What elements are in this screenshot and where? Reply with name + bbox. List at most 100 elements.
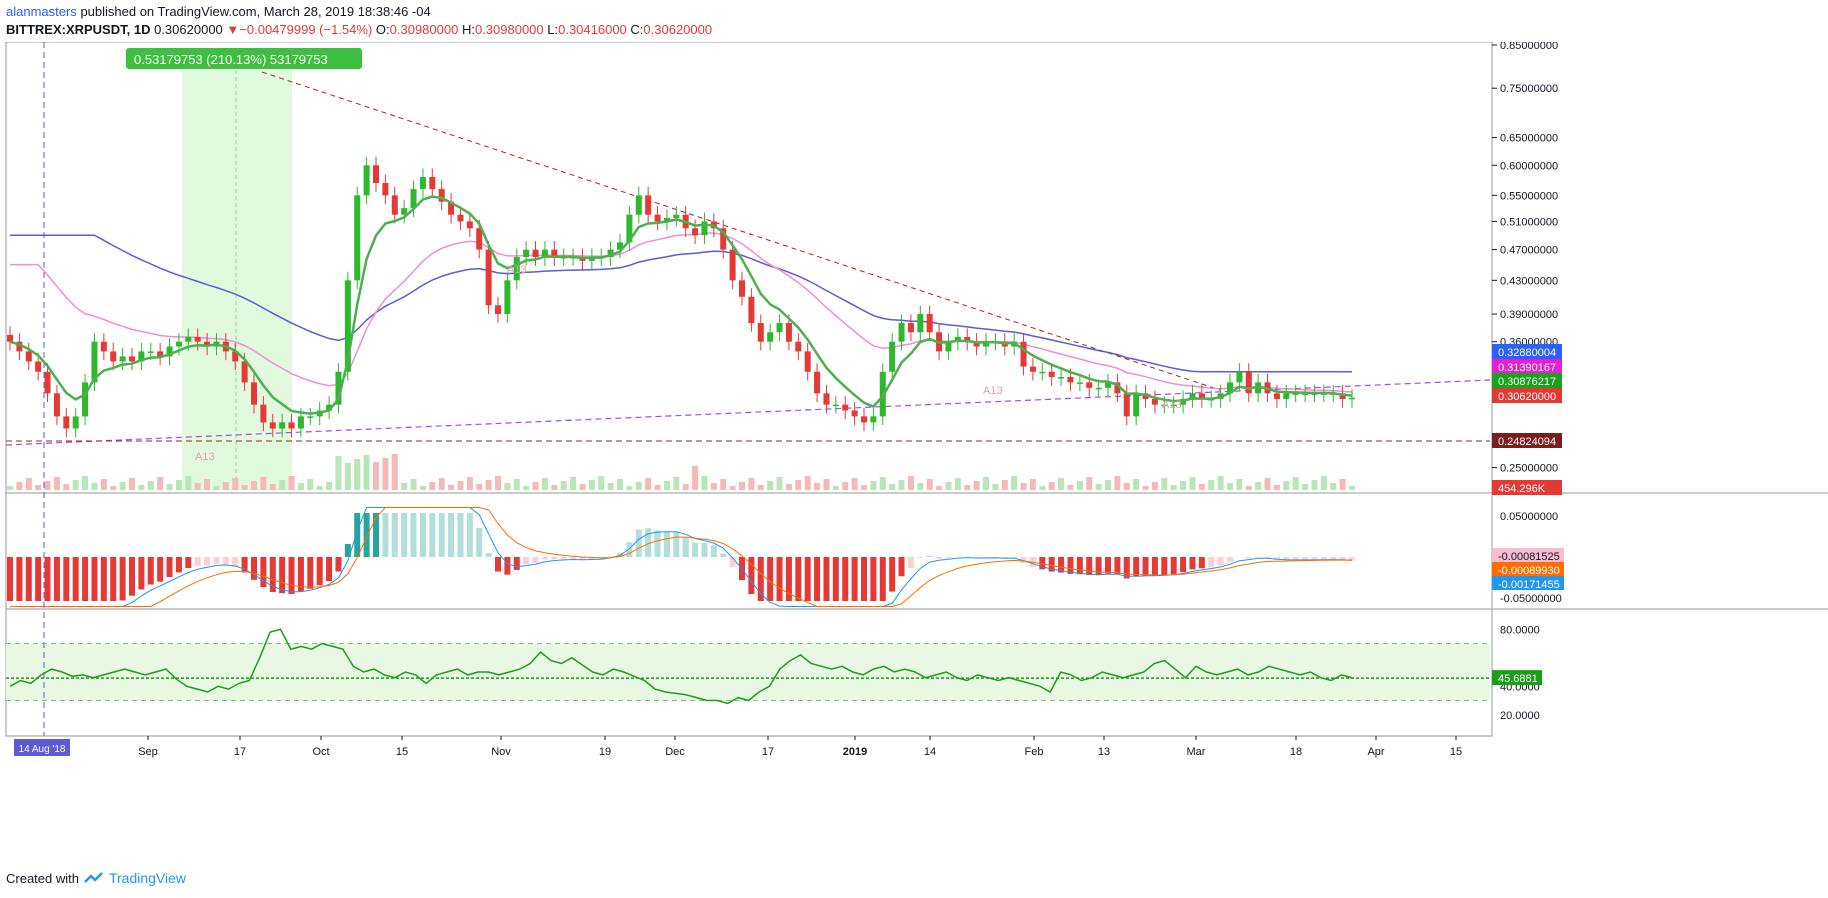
macd-badge: -0.00089930 (1492, 562, 1564, 577)
price-badge-bg (1492, 388, 1562, 403)
macd-bar (1039, 557, 1046, 570)
candle-body (1227, 382, 1233, 394)
candle-body (72, 416, 79, 429)
price-badge-bg (1492, 480, 1562, 495)
volume-bar (354, 459, 361, 490)
volume-bar (1029, 479, 1036, 490)
price-badge: 0.30876217 (1492, 373, 1562, 388)
volume-bar (504, 483, 511, 490)
macd-axis-label: 0.05000000 (1500, 511, 1558, 523)
macd-bar (729, 557, 736, 568)
volume-bar (429, 482, 436, 490)
x-axis-label: Feb (1025, 746, 1044, 758)
volume-bar (710, 483, 717, 490)
candle-body (1067, 377, 1074, 383)
volume-bar (692, 466, 699, 490)
volume-bar (776, 477, 783, 490)
volume-bar (1123, 483, 1130, 490)
macd-bar (25, 557, 32, 601)
volume-bar (1170, 485, 1177, 490)
macd-bar (260, 557, 267, 588)
macd-bar (438, 513, 445, 557)
volume-bar (100, 479, 107, 490)
macd-bar (1020, 557, 1027, 563)
volume-bars (7, 454, 1355, 490)
volume-bar (1283, 481, 1290, 490)
macd-bar (898, 557, 905, 577)
candle-body (748, 296, 755, 324)
candle-body (166, 346, 173, 357)
volume-bar (419, 486, 426, 490)
price-axis-label: 0.75000000 (1500, 83, 1558, 95)
volume-bar (213, 486, 220, 490)
macd-bar (175, 557, 182, 573)
macd-bar (1217, 557, 1224, 566)
ema-mid-line (10, 232, 1353, 393)
price-axis-label: 0.65000000 (1500, 133, 1558, 145)
x-axis-label: 2019 (843, 746, 867, 758)
macd-bar (1330, 557, 1337, 560)
volume-bar (35, 485, 42, 490)
candle-body (1302, 393, 1309, 395)
x-axis-label: Oct (312, 746, 329, 758)
rsi-line (9, 628, 1353, 705)
candle-body (457, 214, 464, 222)
candle-body (297, 416, 304, 429)
candle-body (1039, 371, 1046, 374)
candle-body (185, 336, 192, 342)
author-link[interactable]: alanmasters (6, 4, 77, 19)
candle-body (1123, 393, 1130, 417)
volume-bar (1095, 484, 1102, 490)
chart-canvas[interactable]: 0.53179753 (210.13%) 53179753 A13 A13 A13 A1… (0, 42, 1828, 868)
x-axis-label: 15 (1450, 746, 1462, 758)
candle-body (973, 341, 980, 347)
candle-body (1048, 371, 1055, 378)
volume-bar (861, 485, 867, 490)
volume-bar (382, 458, 389, 490)
volume-bar (682, 484, 689, 490)
price-axis-label: 0.39000000 (1500, 309, 1558, 321)
tradingview-brand[interactable]: TradingView (108, 870, 187, 886)
volume-bar (1273, 485, 1280, 490)
volume-bar (91, 483, 98, 490)
macd-bar (1320, 557, 1327, 560)
close-value: 0.30620000 (643, 22, 713, 37)
candle-body (391, 195, 398, 215)
volume-bar (1011, 476, 1018, 490)
volume-bar (767, 481, 774, 490)
volume-bar (607, 483, 614, 490)
chart-header: alanmasters published on TradingView.com… (6, 3, 712, 39)
macd-bar (579, 557, 586, 560)
volume-bar (119, 482, 126, 490)
volume-bar (532, 482, 539, 490)
volume-bar (1048, 482, 1055, 490)
macd-bar (983, 557, 989, 558)
volume-bar (917, 483, 924, 490)
volume-bar (1086, 477, 1093, 490)
rsi-badge: 45.6881 (1492, 670, 1542, 686)
candle-body (495, 305, 501, 315)
close-label: C: (630, 22, 644, 37)
candle-body (335, 371, 342, 405)
macd-bar (832, 557, 839, 601)
volume-bar (1217, 476, 1224, 490)
candle-body (1076, 382, 1083, 384)
macd-bar (344, 543, 351, 557)
volume-bar (954, 478, 961, 490)
candle-body (954, 336, 961, 342)
symbol-label[interactable]: BITTREX:XRPUSDT, 1D (6, 22, 151, 37)
macd-bar (907, 557, 914, 568)
macd-bar (316, 557, 323, 586)
candle-body (1180, 398, 1187, 405)
candle-body (1283, 393, 1290, 399)
candle-body (795, 341, 802, 352)
macd-bar (457, 513, 464, 557)
price-badge-bg (1492, 433, 1562, 448)
candle-body (898, 323, 905, 342)
macd-bar (1114, 557, 1121, 575)
volume-bar (410, 479, 417, 490)
candle-body (1114, 382, 1121, 394)
macd-bar (701, 542, 708, 557)
candle-body (626, 214, 633, 243)
volume-bar (739, 482, 745, 490)
